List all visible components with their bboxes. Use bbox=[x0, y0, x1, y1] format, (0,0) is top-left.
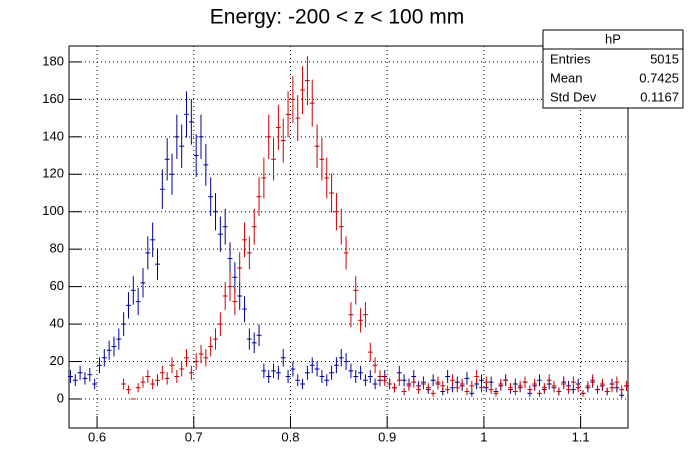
y-tick-label: 80 bbox=[50, 241, 64, 256]
x-tick-label: 0.9 bbox=[378, 429, 396, 444]
stats-value: 0.7425 bbox=[639, 70, 679, 85]
x-tick-label: 0.8 bbox=[281, 429, 299, 444]
y-tick-label: 40 bbox=[50, 316, 64, 331]
y-tick-label: 0 bbox=[57, 390, 64, 405]
x-tick-label: 0.7 bbox=[185, 429, 203, 444]
y-tick-label: 20 bbox=[50, 353, 64, 368]
stats-frame bbox=[542, 29, 684, 109]
stats-value: 0.1167 bbox=[640, 89, 679, 104]
y-tick-label: 100 bbox=[42, 203, 64, 218]
chart-title: Energy: -200 < z < 100 mm bbox=[210, 6, 464, 29]
y-tick-label: 120 bbox=[42, 166, 64, 181]
plot-frame bbox=[68, 45, 629, 429]
stats-label: Entries bbox=[550, 51, 591, 66]
y-tick-label: 180 bbox=[42, 53, 64, 68]
x-tick-label: 1.1 bbox=[572, 429, 590, 444]
x-tick-label: 0.6 bbox=[88, 429, 106, 444]
stats-value: 5015 bbox=[650, 51, 679, 66]
stats-box: hP Entries 5015 Mean 0.7425 Std Dev 0.11… bbox=[542, 29, 684, 109]
x-tick-label: 1 bbox=[480, 429, 487, 444]
y-tick-label: 60 bbox=[50, 278, 64, 293]
y-tick-label: 140 bbox=[42, 128, 64, 143]
stats-label: Std Dev bbox=[550, 89, 597, 104]
stats-label: Mean bbox=[550, 70, 583, 85]
stats-title: hP bbox=[605, 31, 621, 46]
y-tick-label: 160 bbox=[42, 91, 64, 106]
